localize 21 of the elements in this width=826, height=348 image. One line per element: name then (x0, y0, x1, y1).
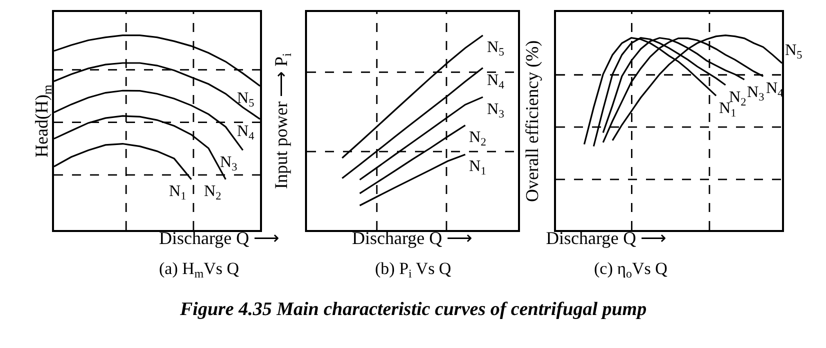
series-label: N$_{5}$ (237, 90, 255, 110)
series-label: N$_{2}$ (729, 89, 746, 108)
series-label: N$_{4}$ (237, 123, 255, 142)
y-axis-title: Overall efficiency (%) (522, 40, 542, 202)
series-label: N$_{2}$ (469, 129, 486, 148)
caption: Figure 4.35 Main characteristic curves of centrifugal pump (179, 299, 647, 320)
series-label: N$_{1}$ (169, 183, 186, 202)
series-label: N$_{4}$ (487, 72, 505, 92)
series-label: N$_{3}$ (220, 154, 238, 174)
series-label: N$_{1}$ (469, 158, 486, 178)
text: (a) H$_{m}$Vs Q (159, 259, 240, 281)
x-axis-title: Discharge Q ⟶ (352, 228, 473, 248)
x-axis-title: Discharge Q ⟶ (546, 228, 667, 248)
series-label: N$_{3}$ (747, 84, 765, 104)
series-label: N$_{3}$ (487, 101, 505, 120)
x-axis-title: Discharge Q ⟶ (159, 228, 280, 248)
series-label: N$_{5}$ (487, 39, 505, 58)
text: (c) η$_{o}$Vs Q (594, 259, 668, 281)
series-label: N$_{5}$ (785, 42, 803, 62)
series-label: N$_{2}$ (204, 183, 222, 202)
text: (b) P$_{i}$ Vs Q (375, 259, 452, 281)
